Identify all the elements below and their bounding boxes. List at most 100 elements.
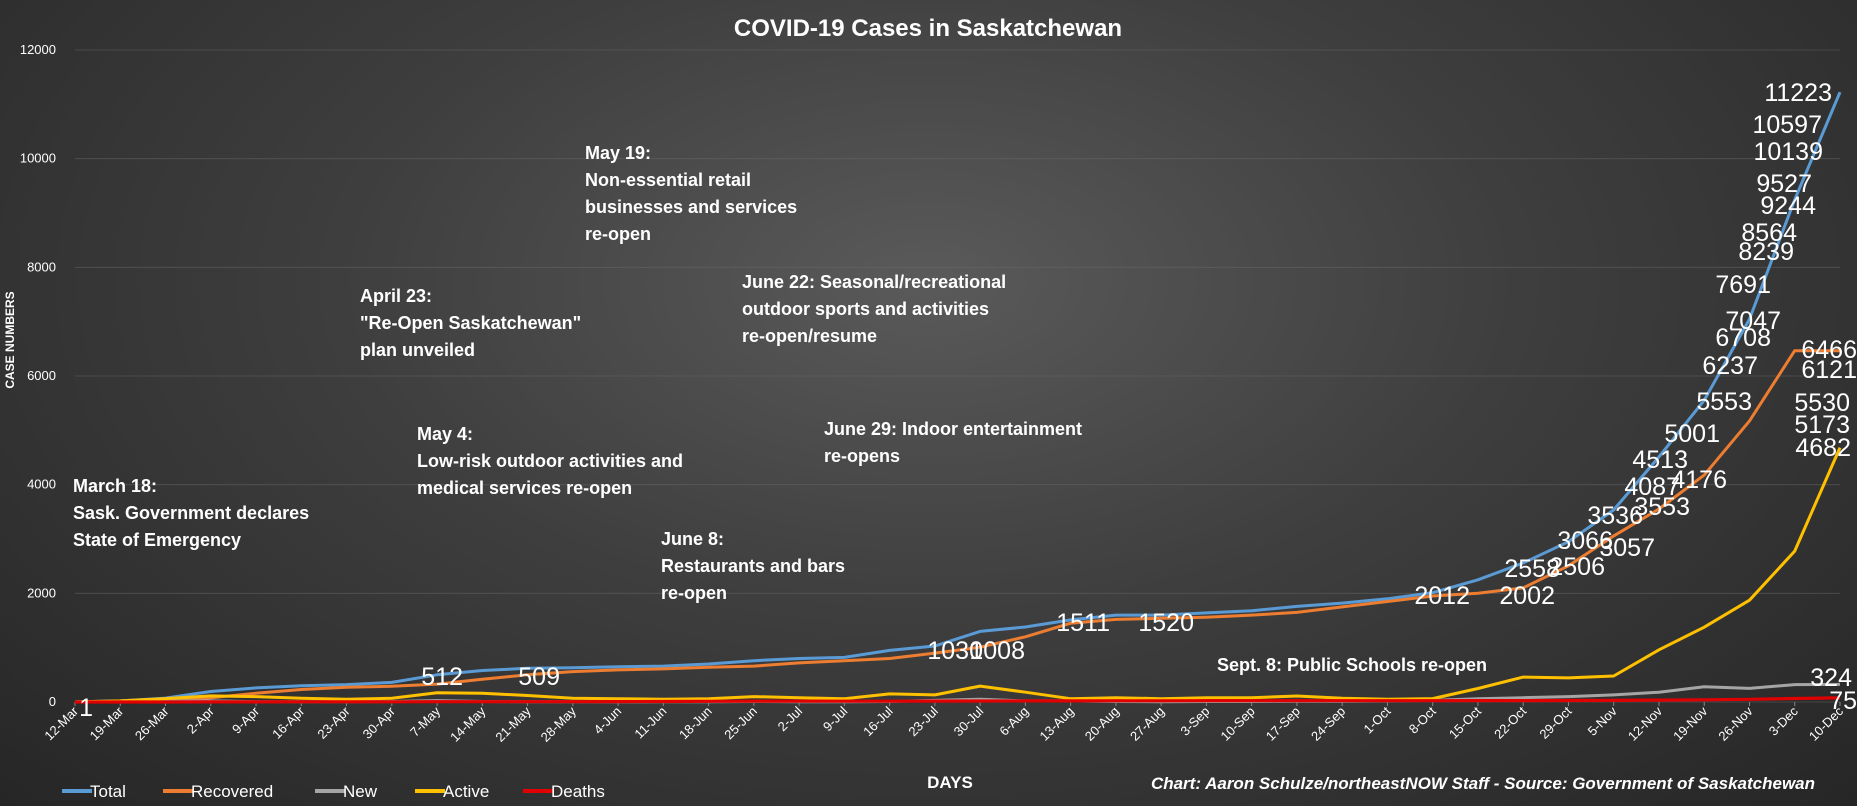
- annotation-2: May 4: Low-risk outdoor activities and med…: [417, 424, 683, 498]
- annotation-line: June 29: Indoor entertainment: [824, 419, 1082, 439]
- data-label-total: 3536: [1587, 502, 1643, 530]
- event-annotations: March 18: Sask. Government declares State …: [73, 143, 1487, 675]
- data-label-recovered: 1520: [1138, 609, 1194, 637]
- annotation-line: Sask. Government declares: [73, 503, 309, 523]
- y-tick-label: 6000: [27, 368, 56, 383]
- data-label-total: 9527: [1756, 170, 1812, 198]
- x-tick-label: 28-May: [538, 703, 580, 745]
- data-label-active: 4682: [1795, 434, 1851, 462]
- y-tick-label: 12000: [20, 42, 56, 57]
- data-label-deaths: 75: [1829, 687, 1857, 715]
- data-label-total: 4087: [1624, 473, 1680, 501]
- data-label-total: 9244: [1760, 192, 1816, 220]
- x-tick-label: 12-Mar: [41, 703, 81, 743]
- x-tick-label: 23-Apr: [314, 703, 353, 742]
- x-tick-label: 9-Jul: [820, 703, 851, 734]
- data-label-total: 512: [421, 663, 463, 691]
- legend-item-recovered: Recovered: [163, 782, 273, 801]
- annotation-5: June 22: Seasonal/recreational outdoor sp…: [742, 272, 1006, 346]
- x-tick-label: 21-May: [492, 703, 534, 745]
- annotation-line: businesses and services: [585, 197, 797, 217]
- data-label-total: 2012: [1414, 582, 1470, 610]
- data-label-recovered: 3553: [1634, 493, 1690, 521]
- annotation-line: March 18:: [73, 476, 157, 496]
- annotation-line: Low-risk outdoor activities and: [417, 451, 683, 471]
- x-tick-label: 3-Dec: [1766, 703, 1801, 738]
- annotation-7: Sept. 8: Public Schools re-open: [1217, 655, 1487, 675]
- legend-label: Active: [443, 782, 489, 801]
- x-tick-label: 4-Jun: [591, 704, 625, 738]
- legend: Total Recovered New Active Deaths: [62, 782, 605, 801]
- data-label-recovered: 5173: [1794, 411, 1850, 439]
- data-label-total: 11223: [1764, 79, 1832, 107]
- y-tick-label: 10000: [20, 151, 56, 166]
- y-tick-label: 8000: [27, 259, 56, 274]
- y-tick-label: 0: [49, 694, 56, 709]
- annotation-line: Restaurants and bars: [661, 556, 845, 576]
- x-tick-label: 24-Sep: [1308, 704, 1348, 744]
- data-label-total: 8239: [1738, 238, 1794, 266]
- grid-lines: [75, 49, 1840, 703]
- data-label-recovered: 3057: [1599, 534, 1655, 562]
- data-label-recovered: 6466: [1801, 336, 1857, 364]
- data-label-total: 10597: [1752, 111, 1822, 139]
- data-label-total: 1030: [927, 637, 983, 665]
- data-label-recovered: 2506: [1549, 553, 1605, 581]
- legend-item-new: New: [315, 782, 378, 801]
- data-label-recovered: 5530: [1794, 389, 1850, 417]
- x-tick-label: 17-Sep: [1263, 704, 1303, 744]
- annotation-line: re-open: [661, 583, 727, 603]
- annotation-0: March 18: Sask. Government declares State …: [73, 476, 309, 550]
- x-tick-label: 19-Nov: [1670, 703, 1711, 744]
- legend-item-total: Total: [62, 782, 126, 801]
- x-tick-label: 8-Oct: [1406, 703, 1439, 736]
- x-tick-label: 20-Aug: [1082, 704, 1122, 744]
- annotation-line: "Re-Open Saskatchewan": [360, 313, 581, 333]
- data-label-recovered: 1008: [969, 637, 1025, 665]
- series-line-total: [74, 91, 1842, 704]
- x-tick-label: 23-Jul: [905, 703, 941, 739]
- x-tick-label: 2-Jul: [775, 703, 806, 734]
- x-tick-label: 26-Nov: [1715, 703, 1756, 744]
- x-tick-label: 1-Oct: [1360, 703, 1393, 736]
- legend-item-deaths: Deaths: [523, 782, 605, 801]
- data-label-total: 509: [518, 663, 560, 691]
- x-tick-label: 11-Jun: [631, 704, 669, 742]
- data-label-total: 3066: [1557, 527, 1613, 555]
- x-tick-label: 30-Jul: [951, 703, 987, 739]
- data-label-total: 5553: [1696, 388, 1752, 416]
- legend-item-active: Active: [415, 782, 489, 801]
- x-tick-label: 30-Apr: [360, 703, 399, 742]
- annotation-line: June 8:: [661, 529, 724, 549]
- annotation-1: April 23: "Re-Open Saskatchewan" plan unve…: [360, 286, 581, 360]
- annotation-line: plan unveiled: [360, 340, 475, 360]
- x-tick-label: 18-Jun: [676, 704, 715, 743]
- x-tick-label: 27-Aug: [1127, 704, 1167, 744]
- annotation-line: State of Emergency: [73, 530, 241, 550]
- data-label-new: 324: [1810, 664, 1852, 692]
- data-label-total: 1511: [1056, 609, 1110, 637]
- legend-label: Deaths: [551, 782, 605, 801]
- legend-label: Total: [90, 782, 126, 801]
- data-label-total: 7047: [1725, 307, 1781, 335]
- annotation-6: June 29: Indoor entertainment re-opens: [824, 419, 1082, 466]
- x-tick-label: 3-Sep: [1177, 704, 1212, 739]
- annotation-line: Sept. 8: Public Schools re-open: [1217, 655, 1487, 675]
- x-tick-label: 5-Nov: [1585, 703, 1620, 738]
- x-tick-label: 6-Aug: [996, 704, 1031, 739]
- y-tick-label: 2000: [27, 585, 56, 600]
- series-line-active: [74, 446, 1842, 704]
- x-tick-label: 22-Oct: [1491, 703, 1529, 741]
- y-axis-label: CASE NUMBERS: [3, 291, 17, 388]
- series-line-recovered: [75, 349, 1840, 704]
- series-lines: [74, 91, 1842, 704]
- x-tick-label: 16-Apr: [269, 703, 308, 742]
- data-label-total: 6708: [1715, 324, 1771, 352]
- annotation-3: May 19: Non-essential retail businesses an…: [585, 143, 797, 244]
- x-tick-label: 7-May: [407, 703, 443, 739]
- data-label-total: 1: [79, 694, 93, 722]
- chart-credit: Chart: Aaron Schulze/northeastNOW Staff …: [1151, 774, 1815, 793]
- x-tick-label: 14-May: [447, 703, 489, 745]
- x-tick-label: 2-Apr: [184, 703, 218, 737]
